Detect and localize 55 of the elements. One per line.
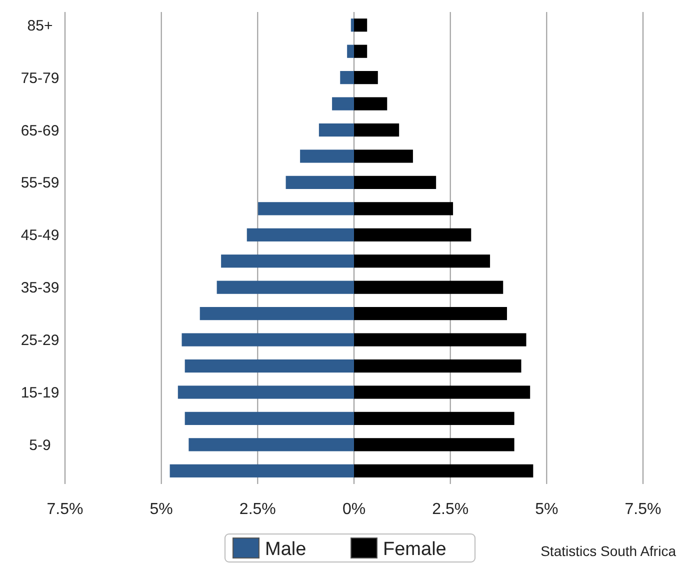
bar [246,228,354,242]
bar [221,254,354,268]
bar [340,71,354,84]
y-tick-label: 75-79 [20,70,60,87]
bar [188,438,354,452]
bar [354,333,526,346]
bar [182,333,354,346]
bar [354,307,507,320]
bar [354,176,436,189]
legend-label: Male [265,539,306,560]
y-tick-label: 35-39 [20,280,60,297]
bar [170,464,354,478]
bar [258,202,354,216]
bar [354,18,368,32]
x-tick-label: 0% [342,501,366,518]
x-tick-label: 7.5% [46,501,84,518]
bar [354,123,400,137]
bar [354,359,522,373]
bar [178,386,354,399]
bar [184,412,354,425]
bar [354,254,490,268]
bar [354,202,454,216]
text: Statistics South Africa [540,543,676,559]
bar [354,386,530,399]
bar [347,44,354,58]
x-tick-label: 2.5% [432,501,469,518]
x-tick-label: 5% [150,501,173,518]
y-tick-label: 85+ [27,17,53,34]
x-tick-label: 2.5% [239,501,276,518]
bar [350,18,354,32]
bar [354,228,472,242]
bar [354,464,534,478]
bar [318,123,354,137]
legend-label: Female [383,539,446,560]
y-tick-label: 45-49 [20,227,60,244]
y-tick-label: 65-69 [20,122,60,140]
bar [332,97,354,110]
bar [184,359,354,373]
bar [354,97,388,110]
bar [286,176,354,189]
y-tick-label: 15-19 [20,384,60,402]
bar [354,438,514,452]
x-tick-label: 5% [535,501,558,518]
bar [354,44,368,58]
y-tick-label: 25-29 [20,332,60,350]
bar [354,150,413,163]
bar [216,280,354,294]
y-tick-label: 55-59 [20,174,60,192]
bar [354,71,378,84]
bar [200,307,354,320]
y-tick-label: 5-9 [29,436,51,454]
bar [354,280,504,294]
bar [300,150,354,163]
bar [354,412,514,425]
x-tick-label: 7.5% [624,501,662,518]
